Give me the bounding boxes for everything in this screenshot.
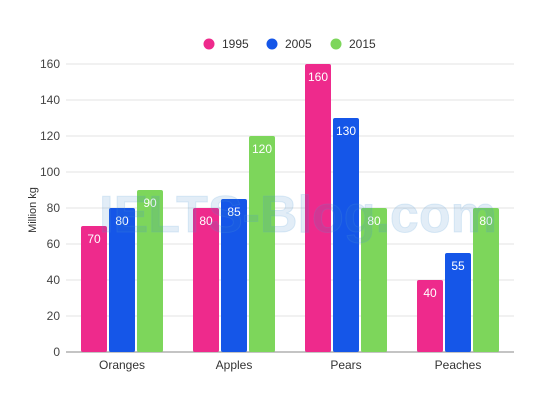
x-category-label: Pears xyxy=(330,358,361,372)
bar-value-label: 40 xyxy=(423,286,437,300)
bar-peaches-2015 xyxy=(473,208,499,352)
bar-value-label: 90 xyxy=(143,196,157,210)
bar-value-label: 55 xyxy=(451,259,465,273)
bar-apples-1995 xyxy=(193,208,219,352)
x-category-label: Peaches xyxy=(435,358,482,372)
bar-value-label: 80 xyxy=(367,214,381,228)
y-tick-label: 80 xyxy=(47,201,61,215)
y-axis-ticks: 0 20 40 60 80 100 120 140 160 xyxy=(40,57,60,359)
legend-swatch-2015 xyxy=(330,38,342,50)
bar-apples-2015 xyxy=(249,136,275,352)
bar-peaches-1995 xyxy=(417,280,443,352)
bar-value-label: 85 xyxy=(227,205,241,219)
y-tick-label: 40 xyxy=(47,273,61,287)
x-category-label: Apples xyxy=(216,358,253,372)
legend-label: 2005 xyxy=(285,37,312,51)
y-tick-label: 100 xyxy=(40,165,60,179)
bar-oranges-2005 xyxy=(109,208,135,352)
watermark: IELTS-Blog.com xyxy=(99,186,497,244)
y-tick-label: 120 xyxy=(40,129,60,143)
legend-swatch-2005 xyxy=(266,38,278,50)
legend: 1995 2005 2015 xyxy=(203,37,376,51)
legend-swatch-1995 xyxy=(203,38,215,50)
bar-peaches-2005 xyxy=(445,253,471,352)
y-tick-label: 160 xyxy=(40,57,60,71)
y-tick-label: 60 xyxy=(47,237,61,251)
bar-value-label: 130 xyxy=(336,124,356,138)
y-tick-label: 20 xyxy=(47,309,61,323)
bar-value-label: 80 xyxy=(199,214,213,228)
bar-value-label: 80 xyxy=(479,214,493,228)
legend-label: 2015 xyxy=(349,37,376,51)
bar-pears-1995 xyxy=(305,64,331,352)
y-axis-title: Million kg xyxy=(27,187,39,233)
bar-pears-2015 xyxy=(361,208,387,352)
y-tick-label: 0 xyxy=(53,345,60,359)
bar-value-label: 70 xyxy=(87,232,101,246)
bar-oranges-1995 xyxy=(81,226,107,352)
bars: 70 80 90 80 85 120 160 130 80 40 55 80 xyxy=(81,64,499,352)
x-axis-labels: Oranges Apples Pears Peaches xyxy=(99,358,481,372)
bar-apples-2005 xyxy=(221,199,247,352)
bar-value-label: 80 xyxy=(115,214,129,228)
x-category-label: Oranges xyxy=(99,358,145,372)
y-tick-label: 140 xyxy=(40,93,60,107)
bar-pears-2005 xyxy=(333,118,359,352)
bar-value-label: 160 xyxy=(308,70,328,84)
bar-oranges-2015 xyxy=(137,190,163,352)
bar-value-label: 120 xyxy=(252,142,272,156)
legend-label: 1995 xyxy=(222,37,249,51)
